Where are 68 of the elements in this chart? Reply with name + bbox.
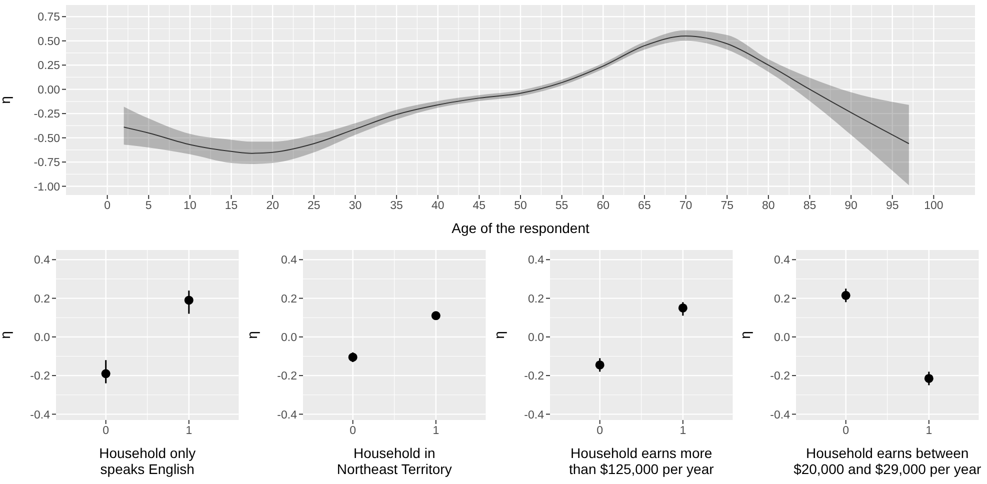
y-tick-label: -0.2: [276, 370, 297, 383]
y-tick-label: 0.25: [38, 60, 60, 72]
x-tick-label: 30: [348, 200, 362, 212]
y-tick-label: 0.4: [280, 254, 298, 267]
x-tick-label: 0: [102, 425, 110, 438]
y-tick-label: 0.4: [774, 254, 791, 267]
y-tick-label: 0.2: [34, 293, 50, 306]
x-tick-label: 1: [679, 425, 686, 438]
x-tick-label: 0: [842, 425, 850, 438]
x-tick-label: 15: [224, 200, 238, 212]
y-tick-label: 0.0: [34, 332, 50, 344]
y-tick-label: 0.0: [280, 332, 297, 344]
y-tick-label: 0.4: [528, 254, 544, 267]
x-axis-title: Age of the respondent: [452, 220, 590, 236]
y-tick-label: -0.4: [770, 409, 791, 422]
y-axis-title: η: [737, 331, 754, 339]
y-tick-label: 0.0: [528, 332, 544, 344]
x-tick-label: 0: [104, 200, 111, 212]
y-axis-title: η: [0, 96, 13, 104]
y-tick-label: 0.50: [38, 36, 60, 48]
x-axis-title: Household earns more than $125,000 per year: [568, 445, 714, 477]
x-tick-label: 5: [145, 200, 152, 212]
x-tick-label: 20: [266, 200, 279, 212]
y-tick-label: 0.4: [34, 254, 51, 267]
y-tick-label: -0.2: [30, 370, 50, 383]
y-tick-label: 0.2: [280, 293, 297, 306]
x-tick-label: 50: [514, 200, 527, 212]
x-tick-label: 90: [844, 200, 858, 212]
line-series: [123, 36, 910, 154]
x-tick-label: 45: [472, 200, 486, 212]
y-tick-label: 0.75: [38, 12, 60, 24]
x-tick-label: 85: [803, 200, 816, 212]
y-tick-label: 0.00: [38, 84, 60, 96]
y-axis-title: η: [244, 331, 260, 339]
y-tick-label: 0.2: [774, 293, 790, 306]
y-tick-label: -0.25: [34, 108, 60, 121]
x-tick-label: 1: [926, 425, 932, 438]
x-tick-label: 80: [762, 200, 775, 212]
x-tick-label: 65: [638, 200, 651, 212]
x-tick-label: 55: [555, 200, 568, 212]
x-axis-title: Household in Northeast Territory: [336, 445, 452, 477]
y-tick-label: -0.4: [276, 409, 298, 422]
y-axis-title: η: [490, 331, 506, 339]
y-tick-label: -0.75: [34, 157, 60, 170]
x-tick-label: 10: [184, 200, 196, 212]
x-tick-label: 1: [432, 425, 439, 438]
x-tick-label: 25: [308, 200, 320, 212]
y-tick-label: 0.2: [528, 293, 544, 306]
x-tick-label: 1: [186, 425, 192, 438]
x-tick-label: 60: [596, 200, 610, 212]
x-tick-label: 0: [596, 425, 603, 438]
y-axis-title: η: [0, 331, 13, 339]
x-tick-label: 95: [886, 200, 899, 212]
x-tick-label: 70: [679, 200, 692, 212]
x-tick-label: 40: [431, 200, 444, 212]
y-tick-label: -1.00: [34, 181, 60, 194]
y-tick-label: -0.2: [770, 370, 790, 383]
y-tick-label: -0.4: [524, 409, 544, 422]
x-tick-label: 0: [349, 425, 356, 438]
x-axis-title: Household only speaks English: [99, 445, 196, 477]
y-tick-label: -0.50: [34, 132, 60, 145]
x-tick-label: 100: [924, 200, 944, 212]
x-tick-label: 75: [720, 200, 734, 212]
x-axis-title: Household earns between $20,000 and $29,000 per year: [794, 445, 982, 477]
y-tick-label: 0.0: [774, 332, 790, 344]
x-tick-label: 35: [390, 200, 403, 212]
y-tick-label: -0.2: [524, 370, 544, 383]
y-tick-label: -0.4: [30, 409, 51, 422]
